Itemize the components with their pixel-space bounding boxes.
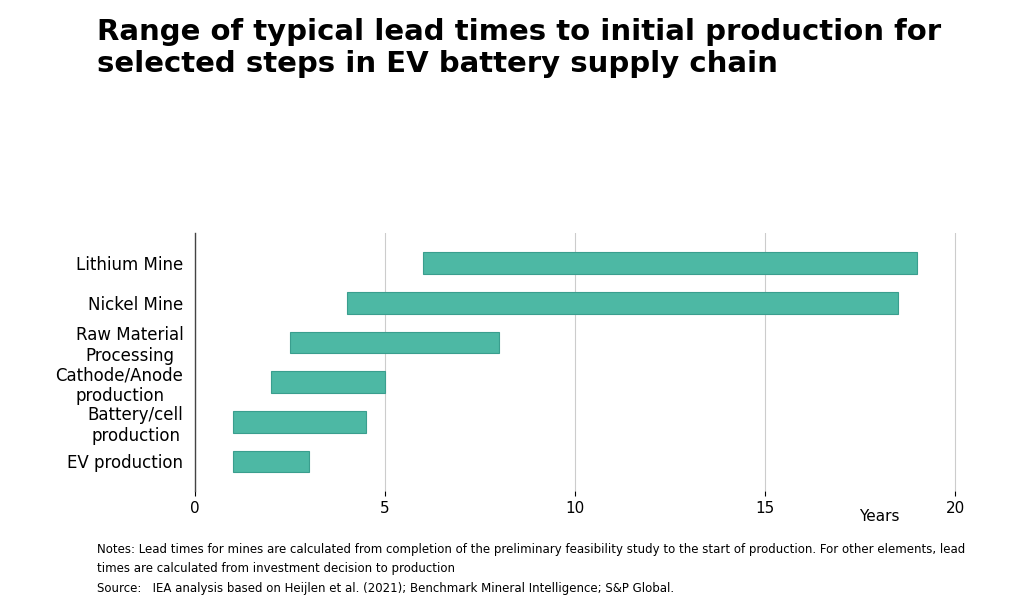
- Bar: [290, 332, 499, 353]
- Bar: [232, 411, 366, 433]
- Bar: [347, 292, 898, 314]
- Text: Notes: Lead times for mines are calculated from completion of the preliminary fe: Notes: Lead times for mines are calculat…: [97, 543, 966, 556]
- Bar: [232, 451, 308, 472]
- Bar: [423, 252, 918, 274]
- Text: Source:   IEA analysis based on Heijlen et al. (2021); Benchmark Mineral Intelli: Source: IEA analysis based on Heijlen et…: [97, 582, 675, 595]
- Text: Range of typical lead times to initial production for
selected steps in EV batte: Range of typical lead times to initial p…: [97, 18, 941, 78]
- Text: Years: Years: [859, 509, 899, 524]
- Bar: [270, 371, 385, 393]
- Text: times are calculated from investment decision to production: times are calculated from investment dec…: [97, 562, 456, 575]
